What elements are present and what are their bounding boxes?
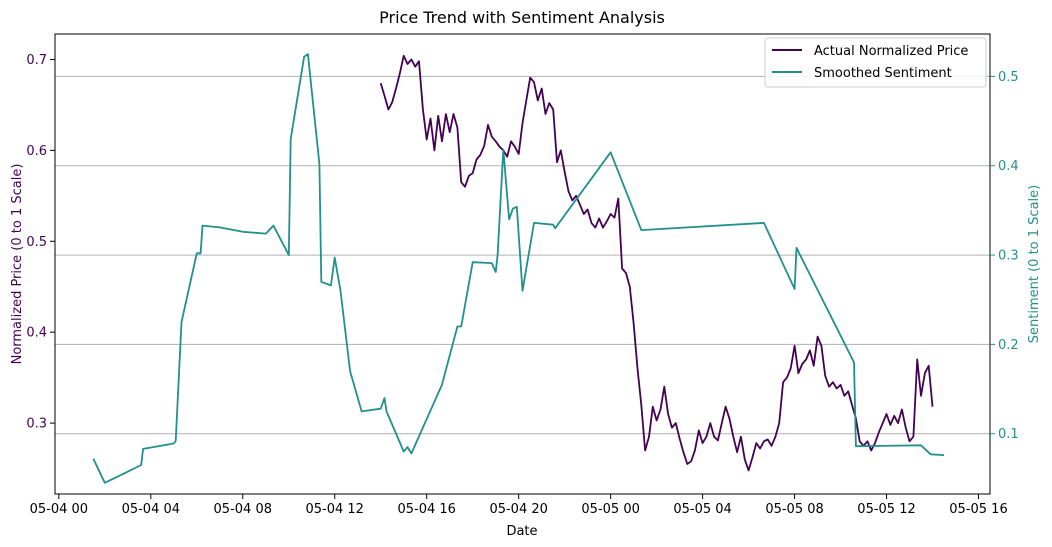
- y-left-tick-label-0: 0.3: [26, 417, 47, 432]
- legend-label-price: Actual Normalized Price: [814, 44, 968, 59]
- y-right-tick-label-3: 0.4: [998, 159, 1019, 174]
- y-right-tick-label-2: 0.3: [998, 249, 1019, 264]
- y-left-axis-ticks: 0.3 0.4 0.5 0.6 0.7: [26, 53, 55, 432]
- chart-title: Price Trend with Sentiment Analysis: [379, 8, 665, 27]
- x-tick-label-1: 05-04 04: [122, 502, 180, 517]
- y-left-tick-label-1: 0.4: [26, 326, 47, 341]
- x-tick-label-7: 05-05 04: [673, 502, 731, 517]
- grid-lines: [55, 75, 990, 435]
- x-axis-label: Date: [506, 524, 537, 539]
- x-tick-label-5: 05-04 20: [489, 502, 547, 517]
- x-axis-ticks: 05-04 00 05-04 04 05-04 08 05-04 12 05-04 16…: [30, 494, 1008, 517]
- y-left-tick-label-2: 0.5: [26, 235, 47, 250]
- x-tick-label-0: 05-04 00: [30, 502, 88, 517]
- series-layer: [92, 53, 945, 484]
- y-right-tick-label-1: 0.2: [998, 338, 1019, 353]
- y-right-tick-label-4: 0.5: [998, 70, 1019, 85]
- price-series-line: [379, 54, 934, 472]
- y-left-axis-label: Normalized Price (0 to 1 Scale): [10, 164, 25, 365]
- legend-box: [764, 37, 987, 88]
- y-right-axis-ticks: 0.1 0.2 0.3 0.4 0.5: [990, 70, 1019, 442]
- y-right-axis-label: Sentiment (0 to 1 Scale): [1027, 185, 1042, 343]
- y-left-tick-label-3: 0.6: [26, 144, 47, 159]
- legend-label-sentiment: Smoothed Sentiment: [814, 66, 952, 81]
- plot-frame: [54, 33, 991, 495]
- y-left-tick-label-4: 0.7: [26, 53, 47, 68]
- sentiment-series-line: [92, 53, 945, 484]
- x-tick-label-8: 05-05 08: [765, 502, 823, 517]
- legend: Actual Normalized Price Smoothed Sentime…: [764, 37, 987, 88]
- y-right-tick-label-0: 0.1: [998, 427, 1019, 442]
- x-tick-label-6: 05-05 00: [581, 502, 639, 517]
- x-tick-label-4: 05-04 16: [397, 502, 455, 517]
- x-tick-label-10: 05-05 16: [949, 502, 1007, 517]
- x-tick-label-3: 05-04 12: [306, 502, 364, 517]
- x-tick-label-2: 05-04 08: [214, 502, 272, 517]
- x-tick-label-9: 05-05 12: [857, 502, 915, 517]
